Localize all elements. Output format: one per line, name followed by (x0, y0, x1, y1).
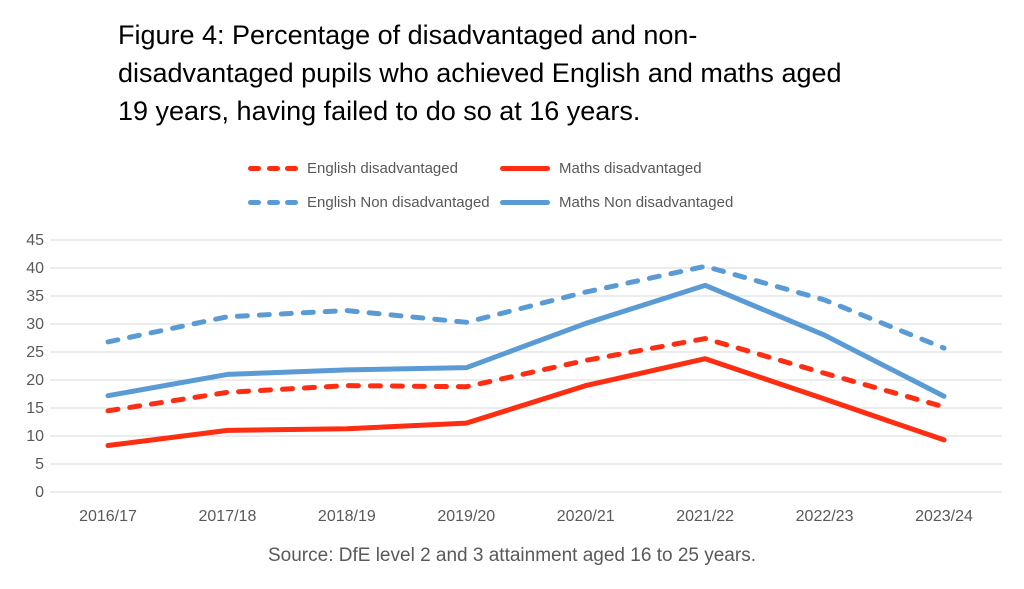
x-tick-label: 2018/19 (318, 508, 376, 525)
figure-title-line-1: Figure 4: Percentage of disadvantaged an… (118, 20, 698, 50)
legend-label-english-disadvantaged: English disadvantaged (307, 159, 458, 177)
y-tick-label: 5 (35, 456, 44, 473)
x-tick-label: 2022/23 (796, 508, 854, 525)
legend-item-maths-non-disadvantaged: Maths Non disadvantaged (500, 192, 733, 212)
figure-title-line-2: disadvantaged pupils who achieved Englis… (118, 58, 842, 88)
x-tick-label: 2021/22 (676, 508, 734, 525)
y-tick-label: 30 (26, 316, 44, 333)
dashed-red-line-swatch-icon (248, 165, 298, 171)
x-tick-label: 2016/17 (79, 508, 137, 525)
y-tick-label: 0 (35, 484, 44, 501)
y-tick-label: 20 (26, 372, 44, 389)
y-tick-label: 10 (26, 428, 44, 445)
legend-label-english-non-disadvantaged: English Non disadvantaged (307, 193, 490, 211)
series-line-english-non-disadvantaged (105, 263, 947, 351)
dashed-blue-line-swatch-icon (248, 199, 298, 205)
solid-blue-line-swatch-icon (500, 199, 550, 205)
legend-label-maths-non-disadvantaged: Maths Non disadvantaged (559, 193, 734, 211)
figure-title-line-3: 19 years, having failed to do so at 16 y… (118, 96, 641, 126)
x-tick-label: 2017/18 (199, 508, 257, 525)
y-tick-label: 15 (26, 400, 44, 417)
y-tick-label: 40 (26, 260, 44, 277)
solid-red-line-swatch-icon (500, 165, 550, 171)
x-tick-label: 2019/20 (437, 508, 495, 525)
y-tick-label: 45 (26, 232, 44, 249)
legend-item-english-disadvantaged: English disadvantaged (248, 158, 500, 178)
legend-label-maths-disadvantaged: Maths disadvantaged (559, 159, 702, 177)
y-tick-label: 35 (26, 288, 44, 305)
legend: English disadvantaged Maths disadvantage… (248, 158, 733, 212)
y-tick-label: 25 (26, 344, 44, 361)
x-tick-label: 2023/24 (915, 508, 973, 525)
series-line-maths-non-disadvantaged (105, 282, 947, 399)
series-line-maths-disadvantaged (105, 356, 947, 449)
legend-item-maths-disadvantaged: Maths disadvantaged (500, 158, 733, 178)
x-tick-label: 2020/21 (557, 508, 615, 525)
legend-item-english-non-disadvantaged: English Non disadvantaged (248, 192, 500, 212)
series-line-english-disadvantaged (105, 336, 947, 414)
source-note: Source: DfE level 2 and 3 attainment age… (268, 545, 756, 566)
figure-title: Figure 4: Percentage of disadvantaged an… (118, 16, 938, 130)
